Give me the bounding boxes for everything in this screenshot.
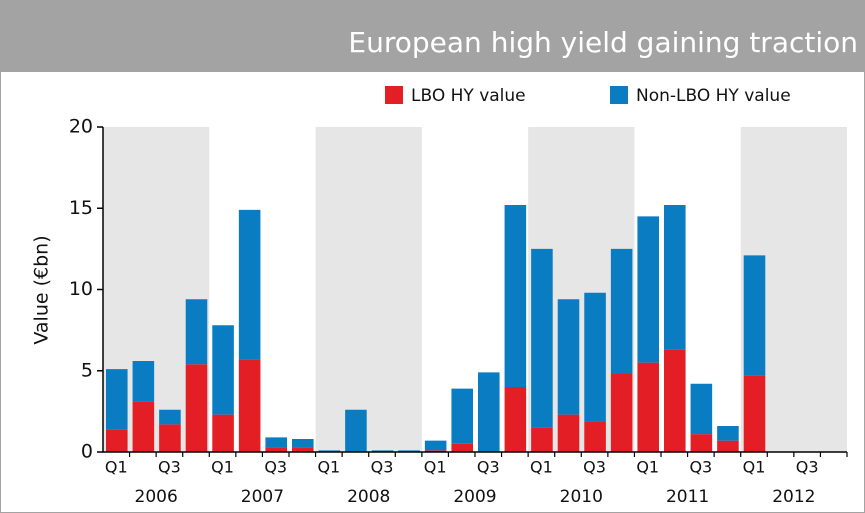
- legend-label: LBO HY value: [411, 86, 526, 106]
- bar-segment: [743, 255, 766, 376]
- y-tick-label: 10: [69, 278, 93, 300]
- bar-segment: [531, 248, 553, 428]
- year-label: 2007: [241, 487, 284, 507]
- bar-segment: [637, 362, 659, 452]
- bar-segment: [504, 205, 527, 387]
- year-label: 2009: [453, 487, 496, 507]
- x-tick-label: Q3: [158, 458, 181, 477]
- x-tick-label: Q1: [424, 458, 447, 477]
- year-label: 2012: [772, 487, 815, 507]
- year-band: [315, 127, 422, 452]
- year-label: 2010: [560, 487, 603, 507]
- y-tick-label: 0: [81, 441, 93, 463]
- x-tick-label: Q3: [689, 458, 712, 477]
- y-tick-label: 5: [81, 359, 93, 381]
- year-label: 2011: [666, 487, 709, 507]
- bar-segment: [557, 299, 580, 415]
- x-tick-label: Q1: [636, 458, 659, 477]
- bar-segment: [664, 349, 686, 452]
- bar-segment: [664, 205, 686, 350]
- x-tick-label: Q3: [371, 458, 394, 477]
- bar-segment: [398, 450, 420, 452]
- y-axis-label: Value (€bn): [31, 235, 53, 344]
- bar-segment: [345, 409, 367, 452]
- x-tick-label: Q1: [211, 458, 234, 477]
- bar-segment: [743, 375, 766, 452]
- bar-segment: [478, 372, 500, 452]
- bar-segment: [132, 361, 155, 402]
- x-tick-label: Q3: [583, 458, 606, 477]
- bar-segment: [106, 429, 128, 452]
- bar-segment: [318, 450, 341, 452]
- bar-segment: [424, 440, 447, 451]
- bar-segment: [690, 383, 713, 435]
- x-tick-label: Q1: [743, 458, 766, 477]
- bar-segment: [451, 388, 473, 444]
- bar-segment: [424, 450, 447, 452]
- bar-segment: [690, 434, 713, 452]
- year-label: 2006: [135, 487, 178, 507]
- header-band: [0, 0, 865, 72]
- bar-segment: [185, 364, 208, 452]
- bar-segment: [159, 424, 181, 452]
- chart-title: European high yield gaining traction: [348, 26, 858, 59]
- bar-segment: [292, 439, 314, 448]
- bar-segment: [557, 414, 580, 452]
- bar-segment: [106, 369, 128, 430]
- bar-segment: [717, 426, 739, 441]
- bar-segment: [637, 216, 659, 363]
- bar-segment: [584, 421, 606, 452]
- bar-segment: [212, 414, 234, 452]
- bar-segment: [238, 209, 261, 360]
- x-tick-label: Q3: [477, 458, 500, 477]
- bar-segment: [504, 387, 527, 452]
- bar-segment: [292, 447, 314, 452]
- legend-swatch: [385, 86, 403, 104]
- bar-segment: [265, 447, 287, 452]
- bar-segment: [185, 299, 208, 365]
- x-tick-label: Q1: [530, 458, 553, 477]
- x-tick-label: Q1: [105, 458, 128, 477]
- legend-label: Non-LBO HY value: [636, 86, 791, 106]
- year-label: 2008: [347, 487, 390, 507]
- bar-segment: [531, 427, 553, 452]
- bar-segment: [717, 440, 739, 452]
- bar-segment: [132, 401, 155, 452]
- x-tick-label: Q3: [264, 458, 287, 477]
- bar-segment: [212, 325, 234, 415]
- y-tick-label: 15: [69, 197, 93, 219]
- bar-segment: [265, 437, 287, 448]
- y-tick-label: 20: [69, 116, 93, 138]
- bar-segment: [610, 374, 633, 452]
- bar-segment: [584, 292, 606, 422]
- bar-segment: [610, 248, 633, 374]
- x-tick-label: Q1: [317, 458, 340, 477]
- bar-segment: [159, 409, 181, 425]
- bar-segment: [238, 359, 261, 452]
- legend-swatch: [610, 86, 628, 104]
- x-tick-label: Q3: [796, 458, 819, 477]
- bar-segment: [451, 443, 473, 452]
- bar-segment: [371, 450, 394, 452]
